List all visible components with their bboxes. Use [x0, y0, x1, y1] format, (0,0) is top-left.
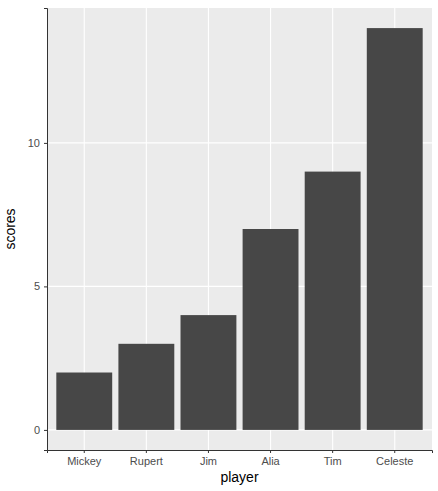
bar: [56, 373, 112, 430]
x-tick-mark: [146, 450, 147, 453]
y-axis-line: [44, 9, 48, 451]
plot: 0 5 10 Mickey Rupert Jim Alia Tim Celeste: [28, 8, 433, 467]
x-tick: Alia: [261, 450, 280, 467]
y-tick-mark: [44, 286, 47, 287]
x-tick: Tim: [324, 450, 342, 467]
grid: [47, 8, 432, 450]
bars: [56, 28, 422, 430]
x-tick-label: Mickey: [67, 455, 102, 467]
panel-background: [47, 8, 432, 450]
y-axis-title: scores: [2, 208, 18, 249]
bar: [305, 172, 361, 430]
x-tick-mark: [332, 450, 333, 453]
x-tick-label: Rupert: [130, 455, 163, 467]
x-tick-label: Tim: [324, 455, 342, 467]
y-tick-label: 10: [28, 137, 40, 149]
x-tick-label: Alia: [261, 455, 280, 467]
bar: [118, 344, 174, 430]
x-tick-mark: [84, 450, 85, 453]
x-tick-label: Jim: [200, 455, 217, 467]
bar: [367, 28, 423, 430]
x-tick-mark: [208, 450, 209, 453]
x-tick-mark: [270, 450, 271, 453]
bar: [243, 229, 299, 430]
x-axis: Mickey Rupert Jim Alia Tim Celeste: [48, 450, 433, 467]
bar: [181, 315, 237, 430]
chart: 0 5 10 Mickey Rupert Jim Alia Tim Celeste player s…: [0, 0, 438, 491]
y-tick: 5: [34, 280, 47, 292]
x-tick: Mickey: [67, 450, 102, 467]
y-tick: 10: [28, 137, 47, 149]
y-axis: 0 5 10: [28, 9, 48, 451]
x-axis-line: [48, 451, 433, 454]
x-tick: Celeste: [376, 450, 413, 467]
y-tick: 0: [34, 424, 47, 436]
x-tick-mark: [394, 450, 395, 453]
x-tick-label: Celeste: [376, 455, 413, 467]
y-tick-label: 5: [34, 280, 40, 292]
x-tick: Rupert: [130, 450, 163, 467]
y-tick-label: 0: [34, 424, 40, 436]
y-tick-mark: [44, 143, 47, 144]
x-tick: Jim: [200, 450, 217, 467]
y-tick-mark: [44, 430, 47, 431]
x-axis-title: player: [220, 469, 258, 485]
